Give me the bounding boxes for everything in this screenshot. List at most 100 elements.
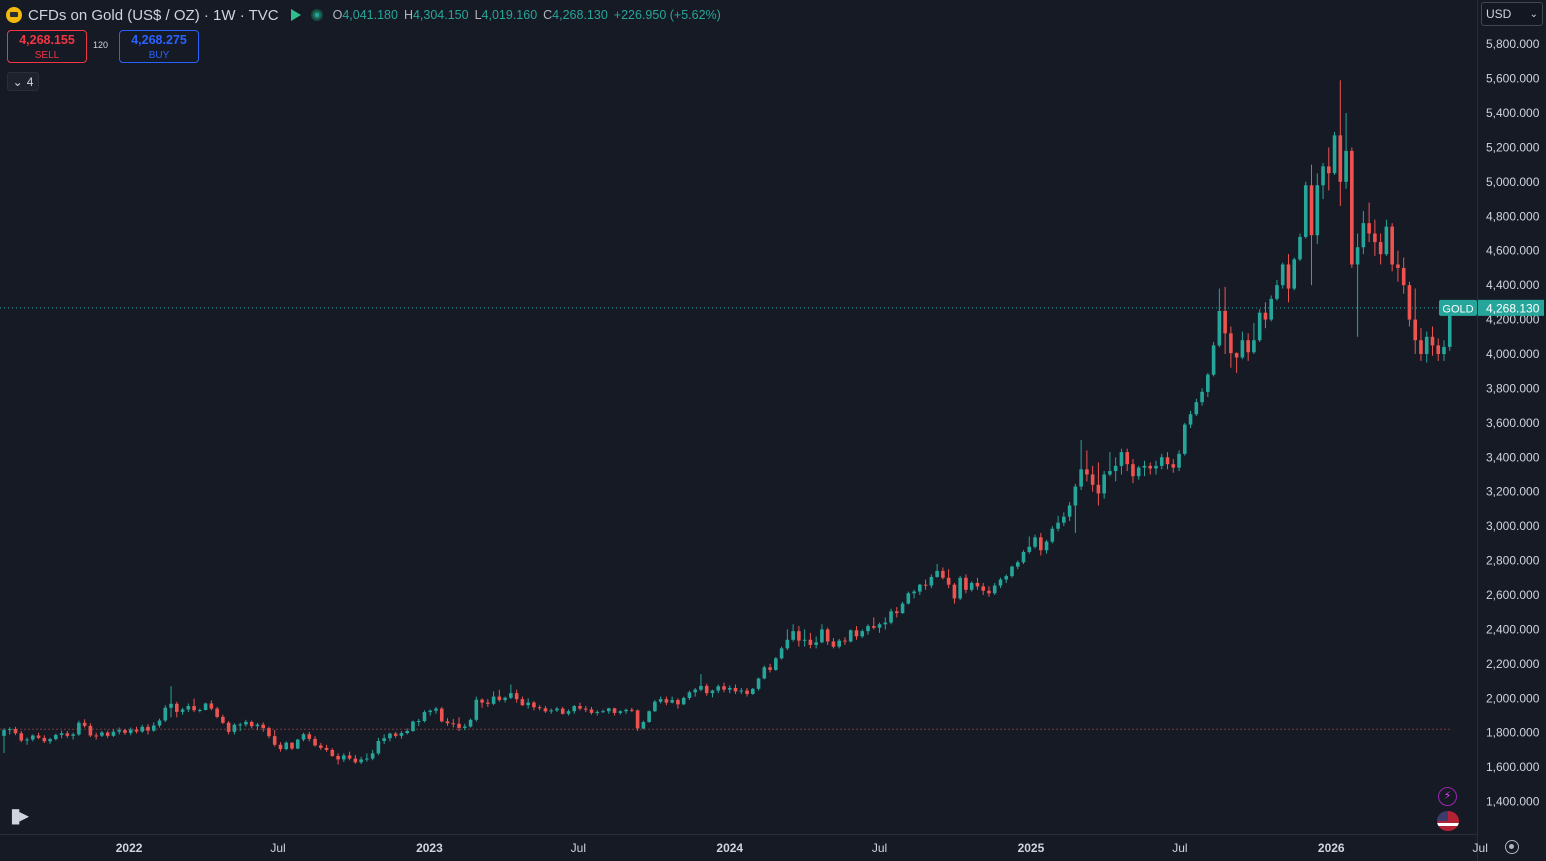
candle-body (1183, 424, 1187, 454)
lightning-icon[interactable]: ⚡ (1438, 787, 1457, 806)
candle-body (19, 733, 24, 741)
candle (1067, 502, 1072, 521)
candle (520, 696, 525, 707)
price-tick-label: 2,200.000 (1486, 657, 1540, 671)
candle-body (411, 721, 415, 732)
candle (572, 705, 577, 714)
candle-body (1327, 166, 1331, 174)
buy-button[interactable]: 4,268.275 BUY (119, 30, 199, 63)
candle (100, 731, 104, 738)
candle (532, 700, 536, 711)
candle-body (1211, 345, 1216, 375)
candle-body (209, 703, 214, 709)
candle (1200, 388, 1204, 406)
candle (1159, 453, 1164, 470)
candle (405, 728, 409, 735)
candle-body (301, 734, 306, 740)
candle-body (480, 699, 484, 703)
candle (370, 749, 375, 761)
candle (526, 698, 530, 709)
candle-body (439, 708, 444, 722)
candle-body (653, 701, 657, 712)
candle-body (699, 685, 703, 690)
candle (900, 601, 905, 614)
market-status-icon[interactable] (310, 9, 323, 21)
candle (445, 718, 450, 726)
candle-body (365, 758, 369, 760)
candle (146, 724, 150, 735)
candle (612, 707, 617, 716)
indicators-toggle[interactable]: ⌄ 4 (7, 72, 39, 91)
sell-button[interactable]: 4,268.155 SELL (7, 30, 87, 63)
candle (59, 730, 64, 739)
candle-body (641, 722, 646, 729)
gear-icon[interactable] (1505, 840, 1519, 854)
price-tick-label: 4,400.000 (1486, 278, 1540, 292)
candle (941, 567, 945, 580)
candle-body (370, 753, 375, 759)
candle (261, 722, 265, 732)
candle (94, 732, 98, 740)
candle-body (1373, 233, 1377, 243)
candle-body (941, 570, 945, 578)
candle-body (808, 639, 813, 645)
candle (1096, 462, 1101, 506)
candle-body (1067, 505, 1072, 517)
candle (889, 608, 893, 625)
symbol-title[interactable]: CFDs on Gold (US$ / OZ) · 1W · TVC (28, 6, 279, 24)
candle (198, 708, 202, 713)
candle (1211, 341, 1216, 377)
us-flag-icon[interactable] (1437, 811, 1459, 831)
candle-body (307, 734, 312, 739)
candle-body (1234, 353, 1239, 358)
candle (272, 730, 277, 747)
candle (549, 708, 553, 714)
candle-body (681, 697, 686, 705)
candle (583, 706, 588, 713)
currency-select[interactable]: USD ⌄ (1481, 2, 1543, 26)
candle-body (1361, 223, 1366, 248)
time-axis[interactable]: 2022 Jul 2023 Jul 2024 Jul 2025 Jul 2026 Jul (116, 841, 1488, 855)
candle (111, 729, 116, 738)
candle-body (785, 639, 790, 649)
tradingview-logo-icon[interactable]: ▮▸ (10, 805, 29, 827)
candle-body (635, 710, 640, 729)
candle-body (94, 735, 98, 737)
candle-body (929, 576, 934, 586)
candle-body (981, 586, 985, 591)
candle (249, 720, 254, 729)
candle (88, 723, 93, 738)
candle-body (359, 759, 363, 763)
candle (1015, 560, 1020, 570)
candle-body (658, 699, 663, 702)
chevron-down-icon: ⌄ (1529, 8, 1538, 20)
price-axis[interactable]: 1,400.000 1,600.000 1,800.000 2,000.000 2,20… (1486, 37, 1540, 808)
price-tick-label: 2,000.000 (1486, 691, 1540, 705)
candle-body (1436, 345, 1441, 354)
candle (1355, 233, 1360, 337)
candle-body (745, 690, 749, 694)
candle (768, 663, 772, 673)
candle-body (1407, 285, 1412, 320)
candle (1217, 288, 1222, 348)
candle (1338, 80, 1343, 206)
candle (1390, 223, 1394, 272)
candle (687, 690, 692, 701)
candle (359, 756, 363, 765)
buy-label: BUY (148, 50, 170, 61)
candle (48, 737, 52, 744)
candle-body (388, 733, 392, 739)
candle-body (428, 710, 433, 713)
candle-body (36, 735, 41, 738)
candle (509, 684, 513, 700)
candle (1327, 147, 1331, 191)
candle-body (284, 742, 289, 750)
candle-body (860, 631, 865, 637)
candle (255, 722, 260, 731)
candle (1361, 211, 1366, 255)
flag-icon[interactable] (290, 9, 301, 21)
candle-body (969, 582, 974, 590)
candle-body (831, 641, 836, 647)
